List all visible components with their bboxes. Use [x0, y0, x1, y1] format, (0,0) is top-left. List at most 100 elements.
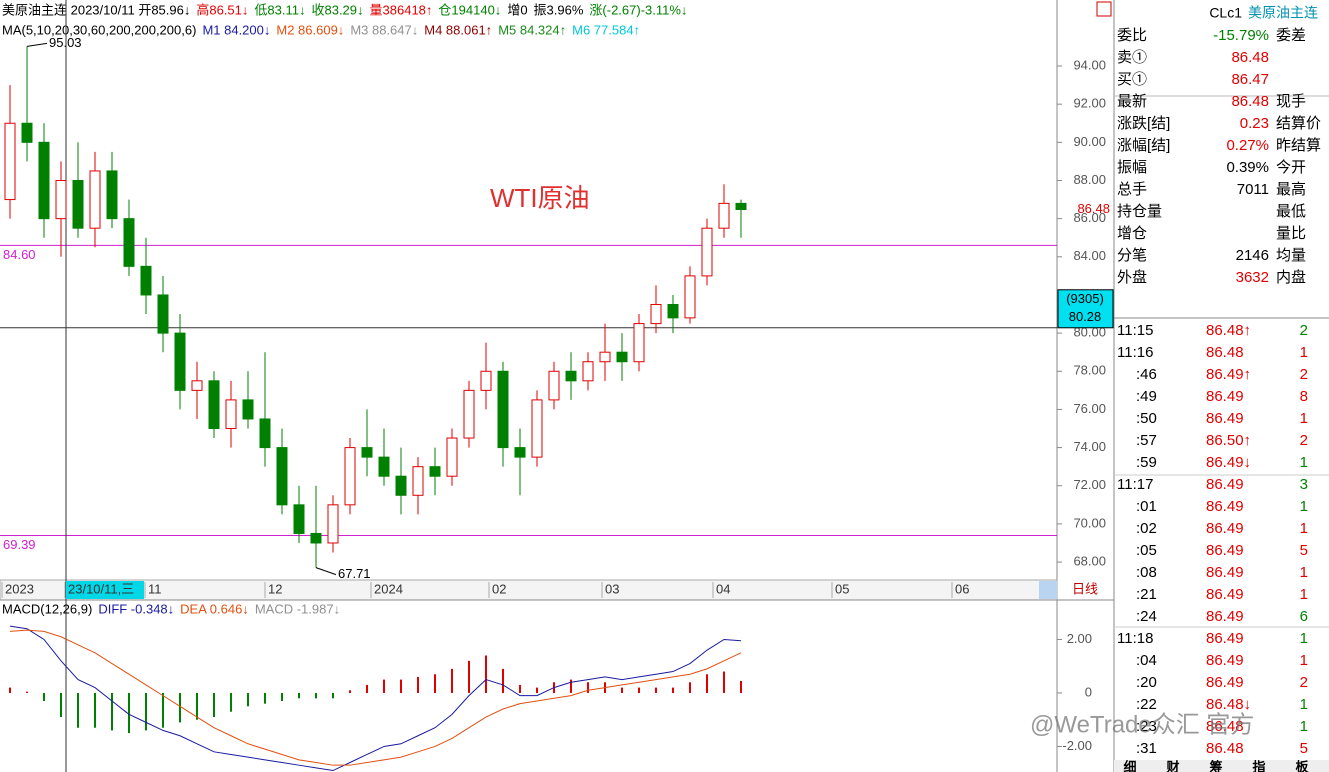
tab[interactable]: 筹: [1209, 759, 1222, 772]
tick-time: 11:16: [1117, 344, 1153, 361]
period-label[interactable]: 日线: [1072, 581, 1098, 596]
candle-body: [701, 227, 713, 277]
tick-price: 86.49: [1206, 564, 1244, 581]
macd-bar: [162, 692, 164, 728]
field-label: 总手: [1117, 181, 1147, 198]
tick-volume: 1: [1300, 564, 1308, 581]
macd-line: [9, 629, 742, 766]
candle-body: [4, 122, 16, 201]
candle-body: [718, 202, 730, 229]
tick-time: :57: [1136, 432, 1157, 449]
x-tick-label: 03: [605, 581, 619, 596]
candle-body: [344, 447, 356, 506]
macd-bar: [451, 668, 453, 693]
macd-bar: [111, 692, 113, 731]
tick-volume: 8: [1300, 388, 1308, 405]
x-tick-label: 05: [835, 581, 849, 596]
candle-body: [684, 275, 696, 319]
tick-price: 86.49: [1206, 388, 1244, 405]
tick-volume: 2: [1300, 432, 1308, 449]
y-tick-label: 2.00: [1067, 631, 1092, 646]
candle-body: [582, 361, 594, 382]
macd-bar: [570, 679, 572, 693]
tab[interactable]: 财: [1166, 759, 1179, 772]
tick-volume: 1: [1300, 344, 1308, 361]
y-tick-label: -2.00: [1062, 738, 1092, 753]
tick-time: :59: [1136, 454, 1157, 471]
menu-button[interactable]: [1096, 1, 1112, 17]
macd-bar: [43, 692, 45, 701]
macd-bar: [298, 692, 300, 699]
y-tick-label: 80.00: [1073, 325, 1106, 340]
field-value: 0.27%: [1226, 137, 1269, 154]
watermark: @WeTrade众汇 官方: [1030, 711, 1254, 738]
name: 美原油主连: [1248, 5, 1318, 21]
tick-volume: 6: [1300, 608, 1308, 625]
macd-bar: [621, 687, 623, 693]
tick-price: 86.49: [1206, 586, 1244, 603]
tab[interactable]: 板: [1295, 759, 1309, 772]
tick-volume: 2: [1300, 322, 1308, 339]
low-label: 67.71: [338, 566, 371, 581]
candle-body: [667, 304, 679, 319]
tick-price: 86.48: [1206, 740, 1244, 757]
candle-body: [531, 399, 543, 458]
macd-bar: [247, 692, 249, 707]
candle-body: [310, 532, 322, 544]
field-value: 3632: [1236, 269, 1269, 286]
legend-text: MA(5,10,20,30,60,200,200,200,6): [2, 22, 196, 37]
price-line-label: 69.39: [3, 537, 36, 552]
low-pointer: [315, 567, 337, 576]
candle-body: [446, 437, 458, 477]
macd-bar: [145, 692, 147, 731]
candle-body: [242, 399, 254, 420]
macd-bar: [196, 692, 198, 720]
field-label: 外盘: [1117, 268, 1147, 286]
macd-bar: [128, 692, 130, 734]
tick-price: 86.49↓: [1206, 454, 1251, 471]
field-label: 最高: [1276, 181, 1306, 198]
macd-bar: [179, 692, 181, 723]
tick-time: :05: [1136, 542, 1157, 559]
field-label: 委比: [1117, 27, 1147, 44]
tick-price: 86.49: [1206, 476, 1244, 493]
tick-price: 86.49: [1206, 542, 1244, 559]
candle-body: [650, 304, 662, 325]
candle-body: [735, 202, 747, 210]
tab[interactable]: 细: [1123, 759, 1136, 772]
macd-bar: [519, 684, 521, 693]
tab[interactable]: 指: [1252, 759, 1265, 772]
macd-bar: [723, 671, 725, 693]
field-label: 持仓量: [1117, 203, 1162, 220]
tick-time: :20: [1136, 674, 1157, 691]
y-tick-label: 0: [1085, 684, 1092, 699]
tick-price: 86.48↑: [1206, 322, 1251, 339]
field-label: 现手: [1276, 93, 1306, 110]
tick-time: :22: [1136, 696, 1157, 713]
legend-text: 仓194140↓: [438, 2, 501, 17]
candle-body: [480, 370, 492, 391]
tick-price: 86.49: [1206, 520, 1244, 537]
cursor-box: [1057, 289, 1114, 329]
y-tick-label: 94.00: [1073, 57, 1106, 72]
x-tick-label: 02: [492, 581, 506, 596]
field-label: 振幅: [1117, 159, 1147, 176]
candle-body: [174, 332, 186, 391]
macd-bar: [26, 691, 28, 693]
field-label: 结算价: [1276, 114, 1321, 132]
candle-body: [616, 351, 628, 363]
y-tick-label: 84.00: [1073, 248, 1106, 263]
macd-bar: [502, 668, 504, 693]
macd-bar: [315, 692, 317, 699]
candle-body: [191, 380, 203, 391]
candle-body: [208, 380, 220, 430]
tick-time: 11:17: [1117, 476, 1153, 493]
candle-body: [548, 370, 560, 401]
field-label: 昨结算: [1276, 136, 1321, 154]
candle-body: [276, 447, 288, 506]
y-tick-label: 78.00: [1073, 363, 1106, 378]
cursor-count: (9305): [1066, 291, 1104, 306]
macd-bar: [689, 682, 691, 693]
candle-body: [157, 294, 169, 334]
